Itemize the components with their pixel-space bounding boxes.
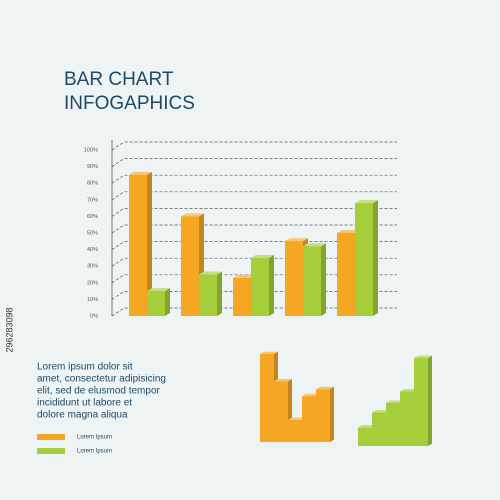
bar-side <box>373 200 378 316</box>
bar-side <box>321 243 326 316</box>
grid-line <box>111 191 397 201</box>
bar-front <box>302 396 316 442</box>
grid-line <box>111 208 397 217</box>
bar-top <box>316 386 334 390</box>
y-tick-label: 20% <box>87 280 98 286</box>
bar-front <box>355 203 373 316</box>
bar <box>251 254 274 316</box>
bar-top <box>274 378 292 382</box>
bar-front <box>260 354 274 442</box>
bar-front <box>358 427 372 446</box>
bar-front <box>372 412 386 446</box>
bar-front <box>274 381 288 442</box>
bar <box>316 386 334 442</box>
bar-top <box>260 351 278 354</box>
legend-label: Lorem Ipsum <box>77 435 112 441</box>
bar <box>355 200 378 316</box>
title-line: BAR CHART <box>64 69 174 90</box>
bar-side <box>428 355 432 446</box>
y-tick-label: 60% <box>87 214 98 220</box>
bar-top <box>358 425 376 428</box>
legend-swatch <box>37 448 65 454</box>
bar-side <box>217 271 222 316</box>
bar <box>129 171 152 316</box>
bar-top <box>355 200 378 204</box>
bar-top <box>181 213 204 217</box>
bar-top <box>372 410 390 413</box>
bar-front <box>400 391 414 446</box>
bar-side <box>330 386 334 442</box>
bar-front <box>147 291 165 316</box>
bar-top <box>288 417 306 420</box>
bar <box>303 243 326 316</box>
bar-top <box>337 230 360 233</box>
bar-top <box>302 393 320 397</box>
bar-front <box>233 277 251 316</box>
bar-top <box>233 274 256 278</box>
bar-front <box>337 233 355 316</box>
y-tick-label: 30% <box>87 264 98 270</box>
bar-front <box>285 241 303 316</box>
bar-top <box>400 389 418 392</box>
description-line: amet, consectetur adipisicing <box>37 374 166 385</box>
y-tick-label: 80% <box>87 181 98 187</box>
bar-top <box>285 238 308 242</box>
grid-line <box>111 224 397 234</box>
bar-front <box>251 257 269 316</box>
bar-top <box>129 171 152 175</box>
description-line: elit, sed de elusmod tempor <box>37 386 161 397</box>
bar-top <box>386 400 404 403</box>
y-tick-label: 100% <box>84 147 98 153</box>
y-tick-label: 70% <box>87 197 98 203</box>
bar-front <box>414 358 428 446</box>
title-line: INFOGAPHICS <box>64 93 195 114</box>
grid-line <box>111 158 397 167</box>
bar-front <box>129 174 147 316</box>
y-tick-label: 0% <box>90 313 98 319</box>
bar <box>414 355 432 446</box>
watermark-id: 296283098 <box>4 307 14 352</box>
legend-swatch <box>37 434 65 440</box>
grid-line <box>111 174 397 184</box>
bar-front <box>386 402 400 446</box>
bar-side <box>165 288 170 316</box>
description-line: Lorem ipsum dolor sit <box>37 362 133 373</box>
bar-front <box>199 274 217 316</box>
legend-label: Lorem Ipsum <box>77 449 112 455</box>
bar-top <box>147 288 170 292</box>
y-tick-label: 50% <box>87 230 98 236</box>
bar-top <box>199 271 222 275</box>
bar-front <box>303 246 321 316</box>
y-tick-label: 40% <box>87 247 98 253</box>
bar-side <box>147 171 152 316</box>
bar <box>147 288 170 316</box>
grid-line <box>111 141 397 151</box>
bar-top <box>251 254 274 258</box>
description-line: dolore magna aliqua <box>37 410 128 421</box>
bar-front <box>316 389 330 442</box>
bar <box>199 271 222 316</box>
description-line: incididunt ut labore et <box>37 398 132 409</box>
y-tick-label: 10% <box>87 297 98 303</box>
y-tick-label: 90% <box>87 164 98 170</box>
bar-front <box>181 216 199 316</box>
bar-front <box>288 420 302 442</box>
bar-side <box>269 254 274 316</box>
bar-top <box>303 243 326 247</box>
bar-top <box>414 355 432 358</box>
